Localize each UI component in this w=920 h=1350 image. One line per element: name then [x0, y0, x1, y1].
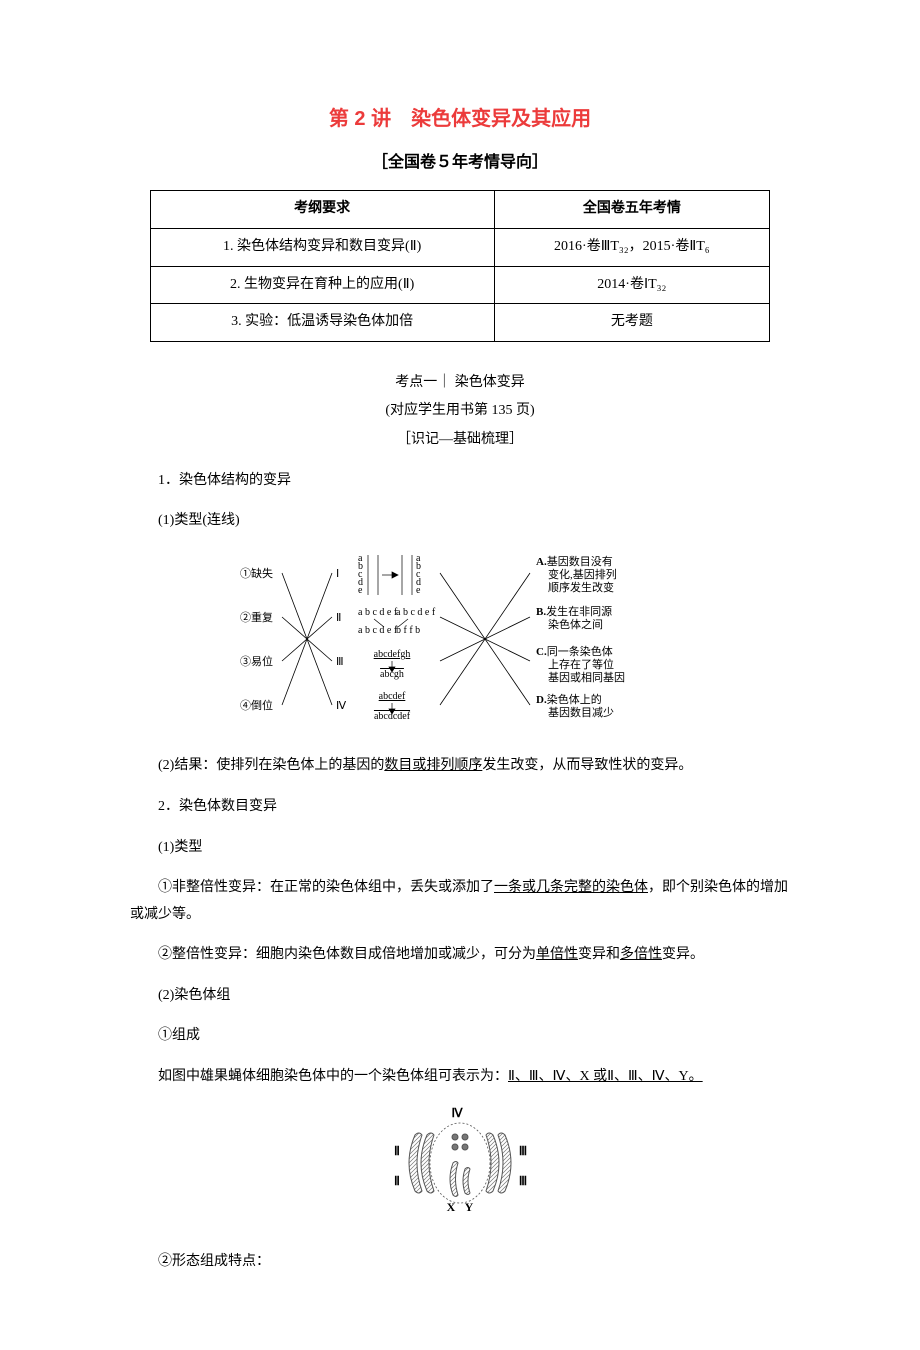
svg-text:上存在了等位: 上存在了等位: [548, 657, 614, 671]
subtitle-wrap: ［全国卷５年考情导向］: [130, 148, 790, 178]
exam-table: 考纲要求 全国卷五年考情 1. 染色体结构变异和数目变异(Ⅱ) 2016·卷ⅢT…: [150, 190, 770, 341]
heading-1: 1．染色体结构的变异: [130, 468, 790, 495]
p-chromo-set: (2)染色体组: [130, 983, 790, 1010]
p-aneuploid: ①非整倍性变异：在正常的染色体组中，丢失或添加了一条或几条完整的染色体，即个别染…: [130, 875, 790, 928]
p-result-b: 发生改变，从而导致性状的变异。: [482, 758, 692, 773]
svg-text:Ⅱ: Ⅱ: [394, 1174, 400, 1188]
p6a: ①非整倍性变异：在正常的染色体组中，丢失或添加了: [158, 880, 494, 895]
cell: 3. 实验：低温诱导染色体加倍: [150, 304, 494, 342]
d1-left-2: ②重复: [240, 610, 273, 624]
p-composition: ①组成: [130, 1023, 790, 1050]
svg-text:X: X: [447, 1200, 456, 1214]
table-row: 3. 实验：低温诱导染色体加倍 无考题: [150, 304, 769, 342]
p-result-a: (2)结果：使排列在染色体上的基因的: [158, 758, 384, 773]
svg-text:a b c d e f: a b c d e f: [358, 625, 398, 636]
center-line-3: ［识记—基础梳理］: [130, 427, 790, 454]
matching-diagram: ①缺失 ②重复 ③易位 ④倒位 Ⅰ Ⅱ Ⅲ Ⅳ: [130, 549, 790, 740]
svg-text:C.同一条染色体: C.同一条染色体: [536, 644, 613, 658]
d1-mid-row1-letters: a b c d e a b c d e: [358, 553, 421, 596]
p10u: Ⅱ、Ⅲ、Ⅳ、X 或Ⅱ、Ⅲ、Ⅳ、Y。: [508, 1069, 703, 1084]
svg-text:D.染色体上的: D.染色体上的: [536, 692, 602, 706]
svg-text:基因数目减少: 基因数目减少: [548, 706, 614, 719]
table-row: 1. 染色体结构变异和数目变异(Ⅱ) 2016·卷ⅢT₃₂，2015·卷ⅡT₆: [150, 228, 769, 266]
p-result: (2)结果：使排列在染色体上的基因的数目或排列顺序发生改变，从而导致性状的变异。: [130, 753, 790, 780]
cell: 2. 生物变异在育种上的应用(Ⅱ): [150, 266, 494, 304]
p10a: 如图中雄果蝇体细胞染色体中的一个染色体组可表示为：: [158, 1069, 508, 1084]
p7b: 变异。: [662, 947, 704, 962]
cell: 1. 染色体结构变异和数目变异(Ⅱ): [150, 228, 494, 266]
svg-text:a b c d e f: a b c d e f: [358, 607, 398, 618]
subtitle: ［全国卷５年考情导向］: [372, 148, 548, 178]
svg-text:A.基因数目没有: A.基因数目没有: [536, 554, 613, 568]
cell: 无考题: [494, 304, 770, 342]
d1-left-3: ③易位: [240, 654, 273, 668]
d1-left-lines: [282, 573, 332, 705]
svg-text:abcdefgh: abcdefgh: [374, 649, 411, 660]
d1-roman-1: Ⅰ: [336, 568, 339, 580]
d1-right-text: A.基因数目没有 变化,基因排列 顺序发生改变 B.发生在非同源 染色体之间 C…: [536, 554, 625, 719]
d1-mid-row1: [368, 555, 412, 595]
center-line-1: 考点一｜ 染色体变异: [130, 370, 790, 397]
center-line-2: (对应学生用书第 135 页): [130, 398, 790, 425]
p7u2: 多倍性: [620, 947, 662, 962]
table-header-row: 考纲要求 全国卷五年考情: [150, 191, 769, 229]
cell: 2014·卷ⅠT₃₂: [494, 266, 770, 304]
d1-mid-row2: a b c d e f a b c d e f a b c d e f b f …: [358, 607, 436, 636]
heading-2: 2．染色体数目变异: [130, 794, 790, 821]
p7m: 变异和: [578, 947, 620, 962]
svg-text:B.发生在非同源: B.发生在非同源: [536, 604, 612, 618]
chromosome-diagram: Ⅳ Ⅱ Ⅱ Ⅲ Ⅲ X Y: [130, 1105, 790, 1236]
p-example: 如图中雄果蝇体细胞染色体中的一个染色体组可表示为：Ⅱ、Ⅲ、Ⅳ、X 或Ⅱ、Ⅲ、Ⅳ、…: [130, 1064, 790, 1091]
svg-text:染色体之间: 染色体之间: [548, 617, 603, 631]
svg-text:Ⅱ: Ⅱ: [394, 1144, 400, 1158]
table-row: 2. 生物变异在育种上的应用(Ⅱ) 2014·卷ⅠT₃₂: [150, 266, 769, 304]
svg-text:Y: Y: [465, 1200, 474, 1214]
d1-roman-4: Ⅳ: [336, 700, 347, 712]
svg-text:顺序发生改变: 顺序发生改变: [548, 580, 614, 594]
p7u1: 单倍性: [536, 947, 578, 962]
th-requirement: 考纲要求: [150, 191, 494, 229]
p-feature: ②形态组成特点：: [130, 1249, 790, 1276]
d1-roman-3: Ⅲ: [336, 656, 344, 668]
svg-text:Ⅲ: Ⅲ: [519, 1144, 527, 1158]
d1-right-lines: [440, 573, 530, 705]
d1-left-4: ④倒位: [240, 698, 273, 712]
d1-roman-2: Ⅱ: [336, 612, 341, 624]
p-euploid: ②整倍性变异：细胞内染色体数目成倍地增加或减少，可分为单倍性变异和多倍性变异。: [130, 942, 790, 969]
p7a: ②整倍性变异：细胞内染色体数目成倍地增加或减少，可分为: [158, 947, 536, 962]
nucleus-outline: [430, 1123, 490, 1203]
cell: 2016·卷ⅢT₃₂，2015·卷ⅡT₆: [494, 228, 770, 266]
p-result-u: 数目或排列顺序: [384, 758, 482, 773]
chromo-pair-II: [409, 1133, 434, 1193]
p6u: 一条或几条完整的染色体: [494, 880, 648, 895]
svg-text:Ⅲ: Ⅲ: [519, 1174, 527, 1188]
chromo-XY: [450, 1161, 470, 1196]
th-history: 全国卷五年考情: [494, 191, 770, 229]
p-types-line: (1)类型(连线): [130, 508, 790, 535]
svg-text:变化,基因排列: 变化,基因排列: [548, 567, 617, 581]
svg-text:基因或相同基因: 基因或相同基因: [548, 671, 625, 684]
svg-text:b f f b: b f f b: [396, 625, 420, 636]
svg-text:abcdef: abcdef: [379, 691, 406, 702]
chromo-pair-IV: [452, 1134, 468, 1150]
svg-text:e: e: [358, 585, 363, 596]
svg-text:a b c d e f: a b c d e f: [396, 607, 436, 618]
p-types2: (1)类型: [130, 835, 790, 862]
svg-text:Ⅳ: Ⅳ: [451, 1106, 463, 1120]
d1-left-1: ①缺失: [240, 566, 273, 580]
page-title: 第 2 讲 染色体变异及其应用: [130, 100, 790, 138]
svg-text:e: e: [416, 585, 421, 596]
